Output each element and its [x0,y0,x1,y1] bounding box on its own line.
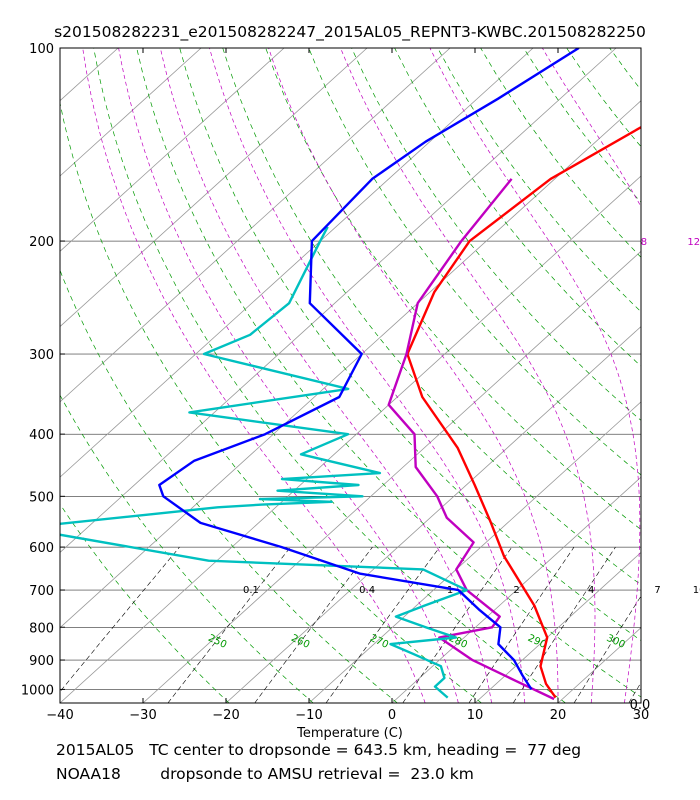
x-tick-label: 10 [467,708,484,723]
mixing-ratio-label: 2 [513,585,519,596]
y-tick-label: 700 [29,584,54,599]
dry-adiabat-290 [93,48,566,703]
mixing-ratio-label: 0.1 [243,585,259,596]
x-tick-label: −30 [129,708,156,723]
mixing-ratio-label: 10 [693,585,700,596]
isotherm--30 [142,250,641,703]
y-tick-label: 400 [29,428,54,443]
mixing-ratio-label: 7 [654,585,660,596]
isotherm--90 [60,48,368,328]
dry-adiabat-320 [222,48,641,586]
y-tick-label: 800 [29,621,54,636]
isotherm--80 [60,48,451,403]
chart-title: s201508282231_e201508282247_2015AL05_REP… [54,23,646,42]
isotherm--60 [60,48,617,553]
y-tick-label: 500 [29,490,54,505]
series-line-0 [406,125,641,699]
dry-adiabat-430 [696,48,700,703]
dry-adiabat-310 [179,48,641,641]
dry-adiabat-420 [653,48,700,703]
mixing-ratio-1 [254,546,373,703]
moist-adiabat-label: 12 [687,237,700,248]
mixing-ratio-24 [628,681,641,703]
dry-adiabat-300 [136,48,641,698]
x-tick-label: 20 [550,708,567,723]
mixing-ratio-16 [573,595,641,703]
isotherm--100 [60,48,285,252]
moist-adiabat-4 [82,48,426,703]
background-grid [0,48,700,703]
plot-frame [59,47,642,704]
caption-retrieval-info: NOAA18 dropsonde to AMSU retrieval = 23.… [56,765,474,783]
dry-adiabat-330 [265,48,641,531]
mixing-ratio-label: 4 [588,585,594,596]
isotherm--110 [60,48,202,177]
x-tick-label: −20 [212,708,239,723]
corner-label: 0.0 [630,698,651,713]
y-tick-label: 100 [29,42,54,57]
isotherm--50 [60,100,641,629]
x-tick-label: 30 [633,708,650,723]
mixing-ratio-label: 1 [447,585,453,596]
dry-adiabat-360 [394,48,641,367]
x-tick-label: −40 [46,708,73,723]
y-tick-label: 600 [29,541,54,556]
y-tick-label: 1000 [21,683,54,698]
isotherm-0 [391,476,641,703]
moist-adiabat-16 [209,48,526,703]
moist-adiabat-12 [159,48,492,703]
isotherm-30 [640,702,641,703]
x-tick-label: 0 [388,708,396,723]
series-line-2 [60,226,468,699]
isotherm--70 [60,48,534,478]
isotherm--10 [308,401,641,703]
series-line-1 [387,178,555,701]
caption-track-info: 2015AL05 TC center to dropsonde = 643.5 … [56,741,582,759]
mixing-ratio-7 [468,546,575,703]
dry-adiabat-340 [308,48,641,476]
isotherm-20 [557,627,641,703]
y-tick-label: 200 [29,235,54,250]
isotherm--20 [225,326,641,703]
moist-adiabat-label: 8 [641,237,647,248]
mixing-ratio-0.4 [167,546,291,703]
dry-adiabat-label: 250 [206,633,228,651]
y-tick-label: 300 [29,348,54,363]
series-line-3 [158,48,580,691]
dry-adiabat-410 [609,48,641,91]
x-tick-label: −10 [295,708,322,723]
mixing-ratio-label: 0.4 [359,585,375,596]
isotherm--40 [60,175,641,703]
dry-adiabat-390 [523,48,641,203]
moist-adiabat-28 [429,48,641,703]
dry-adiabat-label: 260 [289,633,311,651]
mixing-ratio-2 [325,546,440,703]
moist-adiabat-20 [268,48,559,703]
dry-adiabat-260 [60,394,314,703]
isotherm--130 [0,48,35,703]
profile-lines [60,48,641,701]
dry-adiabat-270 [60,269,398,703]
y-tick-label: 900 [29,654,54,669]
isotherm--120 [60,48,119,102]
dry-adiabat-250 [60,503,230,703]
dry-adiabat-350 [351,48,641,421]
dry-adiabat-370 [437,48,641,313]
dry-adiabat-label: 270 [368,633,390,651]
mixing-ratio-0.1 [60,546,180,693]
dry-adiabat-280 [60,101,482,703]
axes: −40 −30 −20 −10 0 10 20 30 100 200 300 400 500 600 700… [21,42,649,723]
x-axis-label: Temperature (C) [296,726,403,741]
moist-adiabat-24 [340,48,596,703]
isotherm-10 [474,551,641,703]
mixing-ratio-10 [512,546,616,703]
